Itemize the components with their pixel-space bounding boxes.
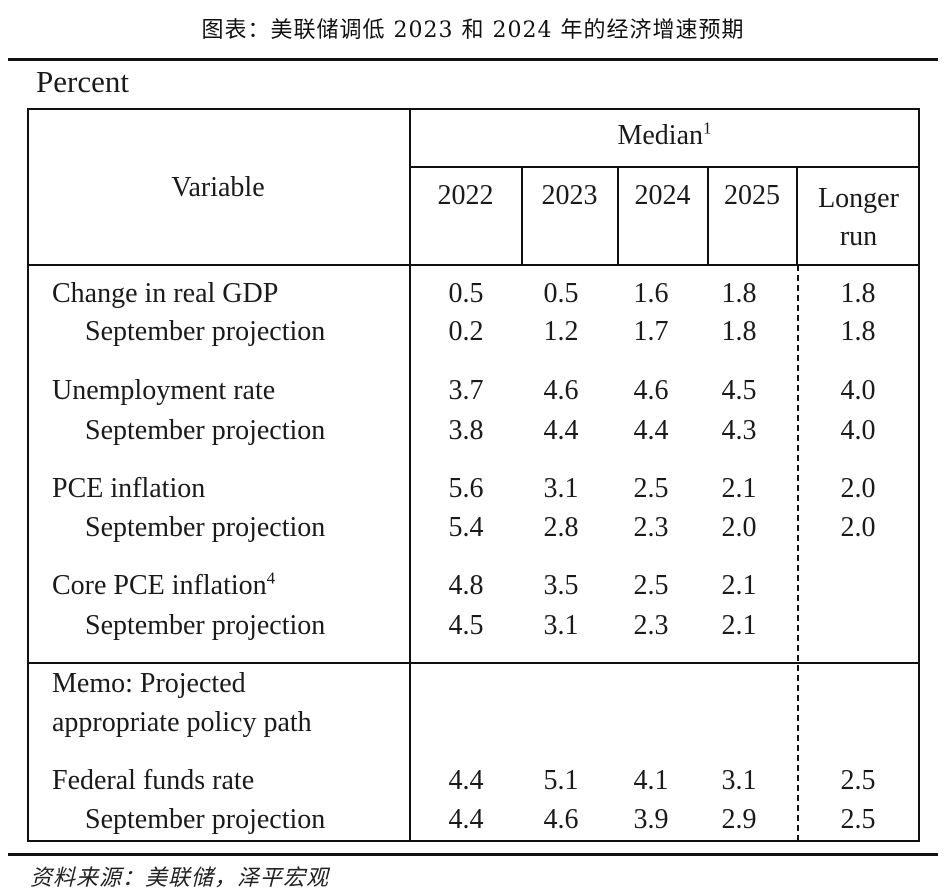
median-footnote: 1 <box>703 118 712 138</box>
cell-unemp-sep-2025: 4.3 <box>721 415 757 446</box>
median-underline <box>409 166 920 168</box>
year-divider-2 <box>617 166 619 265</box>
cell-ffr-sep-2024: 3.9 <box>633 804 669 835</box>
memo-line-1: Memo: Projected <box>52 668 246 699</box>
unit-label: Percent <box>36 64 129 99</box>
cell-core-2023: 3.5 <box>543 570 579 601</box>
row-label-unemployment: Unemployment rate <box>52 375 276 406</box>
header-year-2025: 2025 <box>724 180 780 211</box>
chart-title: 图表：美联储调低 2023 和 2024 年的经济增速预期 <box>201 18 745 43</box>
cell-gdp-sep-longer-run: 1.8 <box>840 316 876 347</box>
cell-ffr-2025: 3.1 <box>721 765 757 796</box>
cell-ffr-sep-2025: 2.9 <box>721 804 757 835</box>
cell-core-sep-2023: 3.1 <box>543 610 579 641</box>
source-note: 资料来源：美联储，泽平宏观 <box>30 866 330 891</box>
cell-gdp-sep-2024: 1.7 <box>633 316 669 347</box>
cell-ffr-sep-2023: 4.6 <box>543 804 579 835</box>
header-longer-run: Longer run <box>797 180 920 256</box>
cell-pce-sep-longer-run: 2.0 <box>840 512 876 543</box>
header-year-2024: 2024 <box>634 180 691 211</box>
core-pce-footnote: 4 <box>266 568 276 588</box>
cell-unemp-sep-2022: 3.8 <box>448 415 484 446</box>
longer-run-line2: run <box>839 221 878 252</box>
cell-pce-longer-run: 2.0 <box>840 473 876 504</box>
cell-pce-2023: 3.1 <box>543 473 579 504</box>
longer-run-line1: Longer <box>818 183 899 214</box>
cell-pce-sep-2024: 2.3 <box>633 512 669 543</box>
bottom-rule <box>8 853 938 856</box>
cell-gdp-sep-2023: 1.2 <box>543 316 579 347</box>
longer-run-dashed-divider <box>797 265 799 841</box>
header-year-2023: 2023 <box>541 180 598 211</box>
cell-unemp-sep-2024: 4.4 <box>633 415 669 446</box>
cell-unemp-2024: 4.6 <box>633 375 669 406</box>
row-label-ffr-september: September projection <box>85 804 326 835</box>
header-year-2022: 2022 <box>437 180 494 211</box>
cell-unemp-sep-2023: 4.4 <box>543 415 579 446</box>
cell-pce-2025: 2.1 <box>721 473 757 504</box>
cell-core-sep-2025: 2.1 <box>721 610 757 641</box>
cell-unemp-sep-longer-run: 4.0 <box>840 415 876 446</box>
row-label-core-pce-inflation: Core PCE inflation4 <box>52 567 275 605</box>
cell-core-2024: 2.5 <box>633 570 669 601</box>
core-pce-label-text: Core PCE inflation <box>52 570 267 601</box>
cell-core-sep-2022: 4.5 <box>448 610 484 641</box>
row-label-pce-september: September projection <box>85 512 326 543</box>
cell-ffr-2024: 4.1 <box>633 765 669 796</box>
header-bottom-rule <box>27 264 920 266</box>
header-median: Median1 <box>409 120 920 152</box>
median-label: Median <box>617 120 704 151</box>
cell-ffr-longer-run: 2.5 <box>840 765 876 796</box>
row-label-federal-funds-rate: Federal funds rate <box>52 765 255 796</box>
cell-gdp-2024: 1.6 <box>633 278 669 309</box>
memo-line-2: appropriate policy path <box>52 707 312 738</box>
cell-gdp-2025: 1.8 <box>721 278 757 309</box>
cell-ffr-sep-2022: 4.4 <box>448 804 484 835</box>
row-label-pce-inflation: PCE inflation <box>52 473 206 504</box>
cell-gdp-2022: 0.5 <box>448 278 484 309</box>
cell-core-2025: 2.1 <box>721 570 757 601</box>
top-rule <box>8 58 938 61</box>
cell-pce-sep-2025: 2.0 <box>721 512 757 543</box>
cell-pce-sep-2022: 5.4 <box>448 512 484 543</box>
year-divider-3 <box>707 166 709 265</box>
header-variable: Variable <box>171 172 265 203</box>
cell-ffr-2023: 5.1 <box>543 765 579 796</box>
cell-core-2022: 4.8 <box>448 570 484 601</box>
cell-pce-2022: 5.6 <box>448 473 484 504</box>
row-label-unemployment-september: September projection <box>85 415 326 446</box>
cell-gdp-2023: 0.5 <box>543 278 579 309</box>
year-divider-4 <box>796 166 798 265</box>
row-label-gdp: Change in real GDP <box>52 278 279 309</box>
projection-table <box>27 108 920 842</box>
cell-unemp-2023: 4.6 <box>543 375 579 406</box>
row-label-core-pce-september: September projection <box>85 610 326 641</box>
variable-column-divider <box>409 108 411 842</box>
cell-pce-2024: 2.5 <box>633 473 669 504</box>
cell-unemp-2022: 3.7 <box>448 375 484 406</box>
cell-core-sep-2024: 2.3 <box>633 610 669 641</box>
cell-unemp-2025: 4.5 <box>721 375 757 406</box>
cell-gdp-longer-run: 1.8 <box>840 278 876 309</box>
cell-unemp-longer-run: 4.0 <box>840 375 876 406</box>
memo-rule <box>27 662 920 664</box>
cell-gdp-sep-2025: 1.8 <box>721 316 757 347</box>
cell-gdp-sep-2022: 0.2 <box>448 316 484 347</box>
cell-ffr-2022: 4.4 <box>448 765 484 796</box>
cell-pce-sep-2023: 2.8 <box>543 512 579 543</box>
row-label-gdp-september: September projection <box>85 316 326 347</box>
cell-ffr-sep-longer-run: 2.5 <box>840 804 876 835</box>
year-divider-1 <box>521 166 523 265</box>
